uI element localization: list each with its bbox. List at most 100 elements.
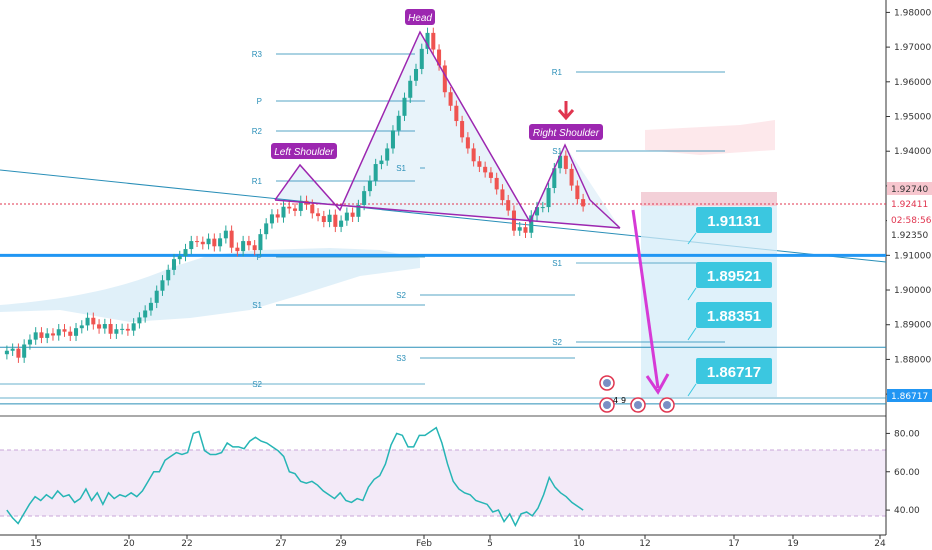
candle-body <box>56 329 61 336</box>
candle-body <box>137 317 142 324</box>
candle-body <box>442 65 447 93</box>
x-tick-label: 12 <box>639 539 650 549</box>
candle-body <box>50 333 55 336</box>
rsi-band <box>0 450 886 516</box>
pivot-label: S1 <box>552 259 562 268</box>
candle-body <box>483 166 488 173</box>
candle-body <box>287 206 292 209</box>
candle-body <box>581 199 586 207</box>
candle-body <box>160 280 165 291</box>
candle-body <box>367 180 372 192</box>
candle-body <box>212 238 217 247</box>
candle-body <box>379 160 384 165</box>
y-tick-label: 1.94000 <box>894 147 931 157</box>
candle-body <box>258 234 263 251</box>
candle-body <box>195 241 200 243</box>
x-tick-label: 24 <box>874 539 886 549</box>
target-connector <box>687 232 697 245</box>
candle-body <box>102 324 107 329</box>
pivot-label: R2 <box>252 127 263 136</box>
price-tag <box>887 197 932 210</box>
candle-body <box>333 214 338 227</box>
candle-body <box>344 212 349 221</box>
rsi-tick-label: 60.00 <box>894 468 920 478</box>
candle-body <box>454 105 459 122</box>
candle-body <box>171 259 177 270</box>
candle-body <box>229 230 234 248</box>
candle-body <box>4 350 9 355</box>
target-box <box>696 302 772 328</box>
candle-body <box>252 245 257 251</box>
candle-body <box>183 249 188 257</box>
target-value: 1.86717 <box>707 364 761 381</box>
candle-body <box>494 177 499 190</box>
candle-body <box>154 290 159 303</box>
candle-body <box>10 348 15 351</box>
projection-arrowhead <box>645 373 670 395</box>
price-tag <box>887 389 932 402</box>
candle-body <box>350 212 355 217</box>
price-tag <box>887 228 932 241</box>
x-tick-label: 22 <box>181 539 192 549</box>
candle-body <box>552 168 557 188</box>
candle-body <box>120 328 125 330</box>
candle-body <box>275 214 280 218</box>
pattern-fill <box>275 32 620 228</box>
rsi-tick-label: 40.00 <box>894 506 920 516</box>
target-connector <box>687 287 697 301</box>
candle-body <box>269 214 274 224</box>
target-box <box>696 262 772 288</box>
candle-body <box>45 333 50 338</box>
y-tick-label: 1.98000 <box>894 8 931 18</box>
candle-body <box>298 200 303 211</box>
candle-body <box>535 207 540 216</box>
down-marker-head <box>557 109 575 121</box>
candle-body <box>33 332 38 340</box>
candle-body <box>540 207 545 209</box>
candle-body <box>431 32 436 50</box>
candle-body <box>563 155 568 169</box>
candle-body <box>488 172 493 178</box>
x-tick-label: 17 <box>728 539 739 549</box>
y-tick-label: 1.91000 <box>894 251 931 261</box>
candle-body <box>223 230 228 239</box>
x-tick-label: 19 <box>787 539 799 549</box>
pivot-label: R3 <box>252 50 263 59</box>
candle-body <box>108 324 113 334</box>
candle-body <box>246 241 251 246</box>
pivot-label: S1 <box>252 301 262 310</box>
candle-body <box>85 317 90 326</box>
candle-body <box>22 344 27 358</box>
candle-body <box>327 214 332 223</box>
candle-body <box>310 204 315 214</box>
candle-body <box>569 168 574 186</box>
candle-body <box>321 216 326 223</box>
rsi-tick-label: 80.00 <box>894 429 920 439</box>
candle-body <box>448 92 453 106</box>
flag-icon <box>663 401 671 409</box>
candle-body <box>218 238 223 247</box>
price-tag <box>887 213 932 226</box>
candle-body <box>471 148 476 162</box>
candle-body <box>39 332 44 338</box>
candle-body <box>396 115 401 131</box>
target-box <box>696 207 772 233</box>
price-tag-label: 1.92350 <box>891 231 928 241</box>
candle-body <box>206 238 211 245</box>
target-box <box>696 358 772 384</box>
y-tick-label: 1.90000 <box>894 286 931 296</box>
y-tick-label: 1.95000 <box>894 113 931 123</box>
y-tick-label: 1.96000 <box>894 78 931 88</box>
candle-body <box>373 164 378 181</box>
flag-icon <box>603 401 611 409</box>
candle-body <box>546 187 551 208</box>
pivot-label: P <box>257 97 262 106</box>
neckline <box>274 199 621 229</box>
y-tick-label: 1.89000 <box>894 321 931 331</box>
price-tag-label: 1.86717 <box>891 392 928 402</box>
candle-body <box>79 325 84 329</box>
x-tick-label: 15 <box>30 539 41 549</box>
candle-body <box>27 339 32 345</box>
neckline-end <box>589 199 621 229</box>
